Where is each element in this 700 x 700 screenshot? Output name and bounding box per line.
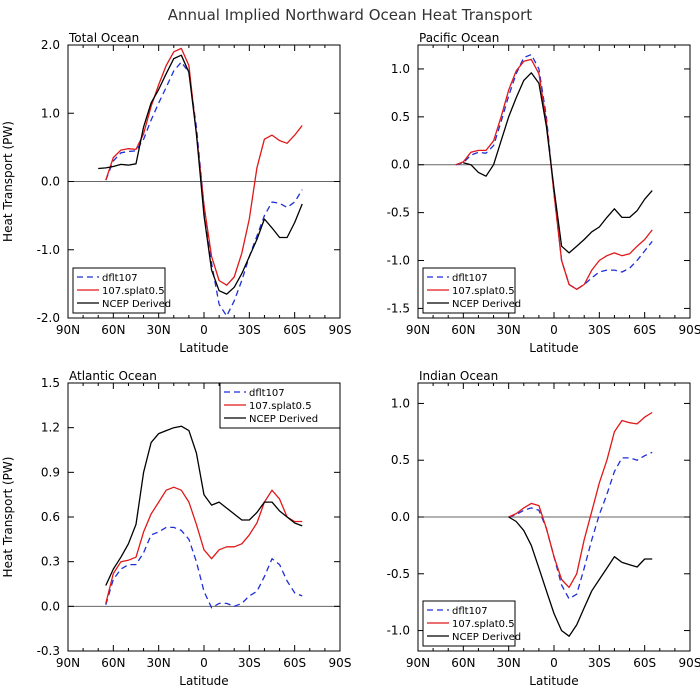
y-tick-label: 0.9 (41, 465, 60, 479)
legend-label: NCEP Derived (249, 414, 318, 425)
x-tick-label: 30S (588, 656, 611, 670)
y-tick-label: 0.0 (391, 510, 410, 524)
series-line-dflt107 (455, 53, 653, 290)
y-tick-label: -0.3 (37, 644, 60, 658)
x-tick-label: 30S (238, 656, 261, 670)
y-axis-label: Heat Transport (PW) (1, 457, 15, 578)
legend-label: 107.splat0.5 (452, 619, 515, 630)
y-tick-label: 0.5 (391, 453, 410, 467)
y-tick-label: 1.5 (41, 376, 60, 390)
y-tick-label: 1.0 (41, 106, 60, 120)
series-line-ncep-derived (98, 54, 303, 295)
legend: dflt107 107.splat0.5 NCEP Derived (422, 600, 521, 647)
x-tick-label: 30S (238, 323, 261, 337)
series-line-dflt107 (105, 526, 303, 609)
y-axis-label: Heat Transport (PW) (1, 121, 15, 242)
chart-panel: 90N 60N 30N 0 30S 60S 90S -0.3 0.0 0.3 0.6 0.9 1.2 1.… (1, 369, 351, 688)
chart-panel: 90N 60N 30N 0 30S 60S 90S -1.0 -0.5 0.0 0.5 1.0 Indi… (387, 369, 700, 688)
y-tick-label: 0.5 (391, 110, 410, 124)
x-tick-label: 0 (200, 323, 208, 337)
panel-title: Pacific Ocean (419, 31, 499, 45)
legend-label: NCEP Derived (452, 299, 521, 310)
x-tick-label: 90N (406, 323, 430, 337)
legend: dflt107 107.splat0.5 NCEP Derived (422, 267, 521, 314)
x-tick-label: 90S (329, 656, 352, 670)
x-tick-label: 90S (679, 656, 700, 670)
x-tick-label: 60N (451, 323, 475, 337)
x-tick-label: 30N (147, 656, 171, 670)
figure-title: Annual Implied Northward Ocean Heat Tran… (168, 6, 533, 24)
x-axis-label: Latitude (179, 341, 228, 355)
x-tick-label: 0 (550, 323, 558, 337)
y-tick-label: 0.6 (41, 510, 60, 524)
x-axis-label: Latitude (529, 674, 578, 688)
x-tick-label: 60N (101, 656, 125, 670)
legend-label: dflt107 (249, 388, 285, 399)
x-tick-label: 60S (283, 323, 306, 337)
y-tick-label: 1.0 (391, 396, 410, 410)
panels: 90N 60N 30N 0 30S 60S 90S -2.0 -1.0 0.0 1.0 2.0 Tota… (1, 31, 700, 688)
y-tick-label: -1.5 (387, 301, 410, 315)
x-tick-label: 90N (56, 323, 80, 337)
panel-title: Indian Ocean (419, 369, 498, 383)
legend: dflt107 107.splat0.5 NCEP Derived (72, 267, 171, 314)
y-tick-label: -1.0 (387, 254, 410, 268)
y-tick-label: -1.0 (387, 624, 410, 638)
x-tick-label: 90N (406, 656, 430, 670)
x-tick-label: 30N (497, 323, 521, 337)
x-tick-label: 90N (56, 656, 80, 670)
x-tick-label: 0 (200, 656, 208, 670)
legend-label: 107.splat0.5 (102, 286, 165, 297)
panel-title: Total Ocean (68, 31, 139, 45)
legend-label: NCEP Derived (102, 299, 171, 310)
y-tick-label: -1.0 (37, 243, 60, 257)
y-tick-label: 1.0 (391, 62, 410, 76)
series-line-107-splat0-5 (508, 411, 653, 589)
x-tick-label: 30N (497, 656, 521, 670)
y-tick-label: 0.0 (41, 599, 60, 613)
x-axis-label: Latitude (179, 674, 228, 688)
x-tick-label: 90S (329, 323, 352, 337)
x-tick-label: 60S (283, 656, 306, 670)
legend-label: dflt107 (452, 606, 488, 617)
x-tick-label: 0 (550, 656, 558, 670)
series-line-ncep-derived (463, 72, 653, 254)
series-line-ncep-derived (105, 425, 303, 586)
series-line-dflt107 (508, 451, 653, 600)
series-line-107-splat0-5 (455, 58, 653, 290)
legend-label: NCEP Derived (452, 632, 521, 643)
x-axis-label: Latitude (529, 341, 578, 355)
legend-label: 107.splat0.5 (249, 401, 312, 412)
y-tick-label: -0.5 (387, 206, 410, 220)
y-tick-label: -2.0 (37, 311, 60, 325)
y-tick-label: -0.5 (387, 567, 410, 581)
x-tick-label: 60N (101, 323, 125, 337)
x-tick-label: 60S (633, 656, 656, 670)
series-line-107-splat0-5 (105, 47, 303, 286)
legend-label: dflt107 (452, 273, 488, 284)
y-tick-label: 2.0 (41, 38, 60, 52)
legend: dflt107 107.splat0.5 NCEP Derived (219, 382, 341, 429)
series-line-ncep-derived (508, 516, 653, 637)
y-tick-label: 0.3 (41, 555, 60, 569)
x-tick-label: 30S (588, 323, 611, 337)
x-tick-label: 60N (451, 656, 475, 670)
chart-panel: 90N 60N 30N 0 30S 60S 90S -1.5 -1.0 -0.5 0.0 0.5 1.0… (387, 31, 700, 355)
legend-label: 107.splat0.5 (452, 286, 515, 297)
x-tick-label: 60S (633, 323, 656, 337)
series-line-107-splat0-5 (105, 486, 303, 604)
x-tick-label: 90S (679, 323, 700, 337)
y-tick-label: 0.0 (391, 158, 410, 172)
x-tick-label: 30N (147, 323, 171, 337)
y-tick-label: 0.0 (41, 175, 60, 189)
y-tick-label: 1.2 (41, 421, 60, 435)
legend-label: dflt107 (102, 273, 138, 284)
panel-title: Atlantic Ocean (69, 369, 157, 383)
chart-panel: 90N 60N 30N 0 30S 60S 90S -2.0 -1.0 0.0 1.0 2.0 Tota… (1, 31, 351, 355)
